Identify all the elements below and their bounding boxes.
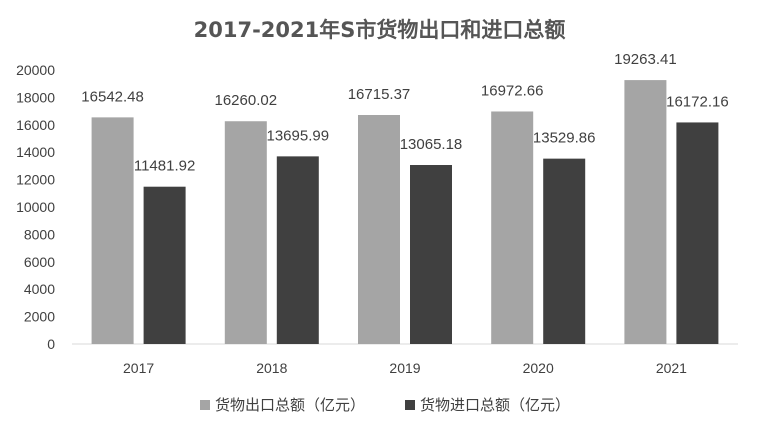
data-label: 16260.02 <box>215 92 278 109</box>
y-tick-label: 12000 <box>16 172 55 188</box>
data-label: 16715.37 <box>348 86 411 103</box>
data-label: 16172.16 <box>666 93 729 110</box>
legend: 货物出口总额（亿元） 货物进口总额（亿元） <box>200 396 570 414</box>
bar-series-2 <box>543 158 586 344</box>
legend-swatch <box>405 400 415 410</box>
x-tick-label: 2021 <box>656 360 687 376</box>
y-tick-label: 16000 <box>16 117 55 133</box>
bar-series-1 <box>358 114 400 345</box>
y-tick-label: 6000 <box>24 254 55 270</box>
y-tick-label: 14000 <box>16 144 55 160</box>
y-axis: 0 2000 4000 6000 8000 10000 12000 14000 16000 180… <box>16 62 55 352</box>
legend-swatch <box>200 400 210 410</box>
data-label: 16542.48 <box>81 88 144 105</box>
y-tick-label: 2000 <box>24 309 55 325</box>
data-label: 11481.92 <box>134 158 195 175</box>
y-tick-label: 8000 <box>24 226 55 242</box>
bar-series-1 <box>91 117 134 344</box>
x-tick-label: 2017 <box>123 360 154 376</box>
y-tick-label: 0 <box>47 336 55 352</box>
data-label: 16972.66 <box>481 82 544 99</box>
y-tick-label: 10000 <box>16 199 55 215</box>
bars: 16542.48 11481.92 16260.02 13695.99 16715.37… <box>81 51 729 345</box>
bar-series-2 <box>143 186 186 344</box>
y-tick-label: 4000 <box>24 281 55 297</box>
bar-series-2 <box>410 165 452 344</box>
legend-label: 货物进口总额（亿元） <box>420 396 570 414</box>
x-tick-label: 2019 <box>389 360 420 376</box>
x-axis: 2017 2018 2019 2020 2021 <box>123 360 687 376</box>
data-label: 13529.86 <box>533 130 596 147</box>
x-tick-label: 2018 <box>256 360 287 376</box>
data-label: 13695.99 <box>267 127 330 144</box>
chart-title: 2017-2021年S市货物出口和进口总额 <box>193 18 566 42</box>
data-label: 19263.41 <box>614 51 677 68</box>
bar-series-2 <box>676 122 719 344</box>
legend-label: 货物出口总额（亿元） <box>215 396 365 414</box>
y-tick-label: 20000 <box>16 62 55 78</box>
bar-series-2 <box>276 156 319 344</box>
bar-series-1 <box>491 111 534 345</box>
x-tick-label: 2020 <box>523 360 554 376</box>
y-tick-label: 18000 <box>16 89 55 105</box>
bar-series-1 <box>224 121 267 344</box>
data-label: 13065.18 <box>400 136 463 153</box>
bar-series-1 <box>624 80 667 345</box>
